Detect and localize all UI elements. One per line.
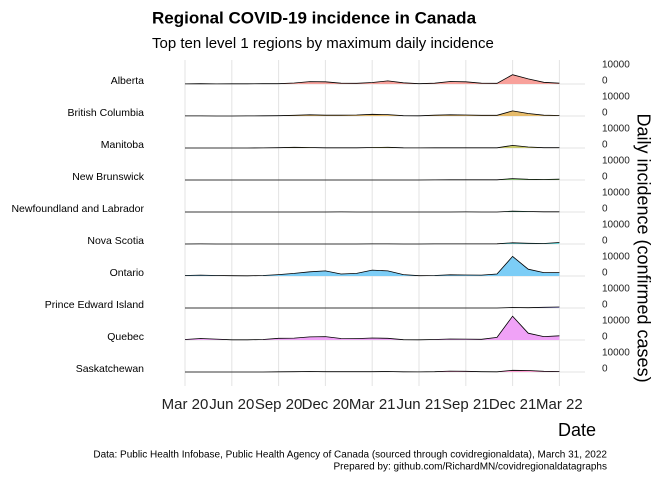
line [184, 242, 560, 245]
x-tick-label: Jun 21 [396, 396, 441, 413]
y-tick-label: 10000 [602, 92, 630, 103]
caption: Prepared by: github.com/RichardMN/covidr… [334, 462, 607, 473]
line [184, 74, 560, 85]
region-label: New Brunswick [72, 171, 145, 183]
line [185, 178, 560, 181]
y-tick-label: 10000 [602, 188, 630, 199]
line [185, 110, 560, 117]
caption: Data: Public Health Infobase, Public Hea… [93, 450, 607, 461]
region-label: Prince Edward Island [45, 299, 144, 311]
x-tick-label: Sep 20 [255, 396, 303, 413]
region-label: Saskatchewan [76, 363, 144, 375]
area [185, 242, 560, 244]
y-tick-label: 0 [602, 140, 608, 151]
x-tick-label: Mar 21 [349, 396, 396, 413]
x-tick-label: Dec 20 [302, 396, 350, 413]
y-tick-label: 10000 [602, 316, 630, 327]
region-label: Quebec [107, 331, 144, 343]
line [184, 255, 560, 277]
area [185, 316, 560, 340]
y-tick-label: 10000 [602, 220, 630, 231]
y-tick-label: 0 [602, 268, 608, 279]
line [185, 369, 560, 373]
y-tick-label: 0 [602, 76, 608, 87]
y-tick-label: 0 [602, 332, 608, 343]
line [184, 315, 560, 341]
y-tick-label: 0 [602, 108, 608, 119]
line [185, 210, 560, 213]
y-tick-label: 0 [602, 236, 608, 247]
chart-subtitle: Top ten level 1 regions by maximum daily… [152, 35, 494, 52]
area [185, 211, 560, 212]
x-axis-title: Date [558, 420, 596, 440]
line [185, 144, 560, 149]
line [185, 306, 560, 309]
y-axis-title: Daily incidence (confirmed cases) [633, 113, 653, 382]
x-tick-label: Mar 20 [162, 396, 209, 413]
area [185, 145, 560, 148]
y-tick-label: 0 [602, 172, 608, 183]
x-tick-label: Sep 21 [442, 396, 490, 413]
region-label: Newfoundland and Labrador [11, 203, 144, 215]
region-label: Nova Scotia [87, 235, 144, 247]
area [185, 110, 560, 116]
y-tick-label: 10000 [602, 284, 630, 295]
chart-title: Regional COVID-19 incidence in Canada [152, 8, 477, 27]
region-label: Manitoba [101, 139, 144, 151]
y-tick-label: 10000 [602, 252, 630, 263]
x-tick-label: Dec 21 [489, 396, 537, 413]
y-tick-label: 0 [602, 204, 608, 215]
area [185, 74, 560, 84]
y-tick-label: 0 [602, 364, 608, 375]
y-tick-label: 10000 [602, 60, 630, 71]
region-label: British Columbia [68, 107, 145, 119]
region-label: Ontario [110, 267, 145, 279]
region-label: Alberta [111, 75, 144, 87]
y-tick-label: 10000 [602, 124, 630, 135]
area [185, 256, 560, 276]
y-tick-label: 0 [602, 300, 608, 311]
y-tick-label: 10000 [602, 156, 630, 167]
x-tick-label: Jun 20 [209, 396, 254, 413]
area [185, 178, 560, 180]
x-tick-label: Mar 22 [536, 396, 583, 413]
y-tick-label: 10000 [602, 348, 630, 359]
